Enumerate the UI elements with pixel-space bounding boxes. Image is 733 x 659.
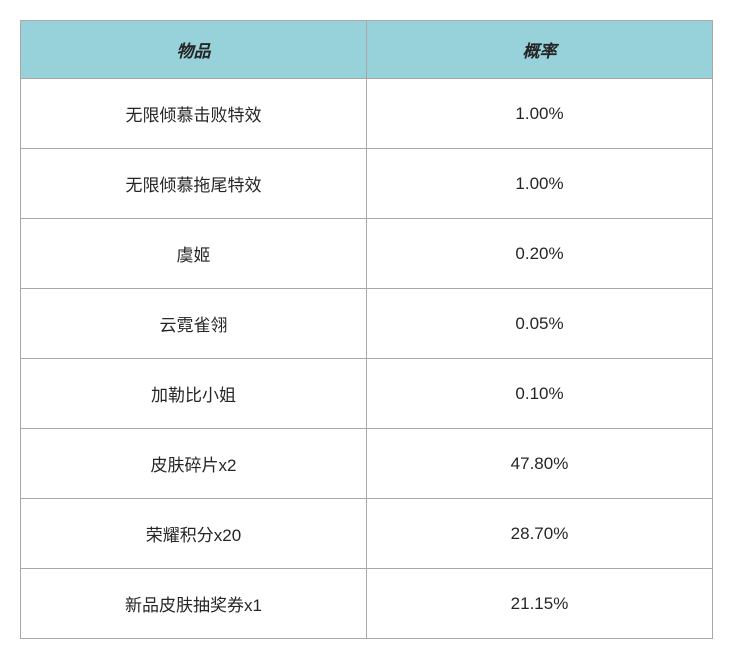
cell-item: 无限倾慕击败特效 [21,79,367,149]
table-row: 新品皮肤抽奖券x1 21.15% [21,569,713,639]
cell-rate: 47.80% [367,429,713,499]
column-header-rate: 概率 [367,21,713,79]
cell-rate: 1.00% [367,79,713,149]
probability-table-container: 物品 概率 无限倾慕击败特效 1.00% 无限倾慕拖尾特效 1.00% 虞姬 0… [20,20,713,639]
cell-item: 加勒比小姐 [21,359,367,429]
cell-item: 虞姬 [21,219,367,289]
table-header-row: 物品 概率 [21,21,713,79]
table-row: 云霓雀翎 0.05% [21,289,713,359]
cell-rate: 1.00% [367,149,713,219]
table-body: 无限倾慕击败特效 1.00% 无限倾慕拖尾特效 1.00% 虞姬 0.20% 云… [21,79,713,639]
table-row: 荣耀积分x20 28.70% [21,499,713,569]
column-header-item: 物品 [21,21,367,79]
table-row: 皮肤碎片x2 47.80% [21,429,713,499]
table-row: 无限倾慕拖尾特效 1.00% [21,149,713,219]
cell-rate: 0.20% [367,219,713,289]
cell-item: 新品皮肤抽奖券x1 [21,569,367,639]
probability-table: 物品 概率 无限倾慕击败特效 1.00% 无限倾慕拖尾特效 1.00% 虞姬 0… [20,20,713,639]
table-row: 虞姬 0.20% [21,219,713,289]
cell-rate: 0.05% [367,289,713,359]
cell-rate: 0.10% [367,359,713,429]
table-row: 加勒比小姐 0.10% [21,359,713,429]
table-row: 无限倾慕击败特效 1.00% [21,79,713,149]
cell-item: 无限倾慕拖尾特效 [21,149,367,219]
table-header: 物品 概率 [21,21,713,79]
cell-rate: 21.15% [367,569,713,639]
cell-item: 云霓雀翎 [21,289,367,359]
cell-rate: 28.70% [367,499,713,569]
cell-item: 荣耀积分x20 [21,499,367,569]
cell-item: 皮肤碎片x2 [21,429,367,499]
